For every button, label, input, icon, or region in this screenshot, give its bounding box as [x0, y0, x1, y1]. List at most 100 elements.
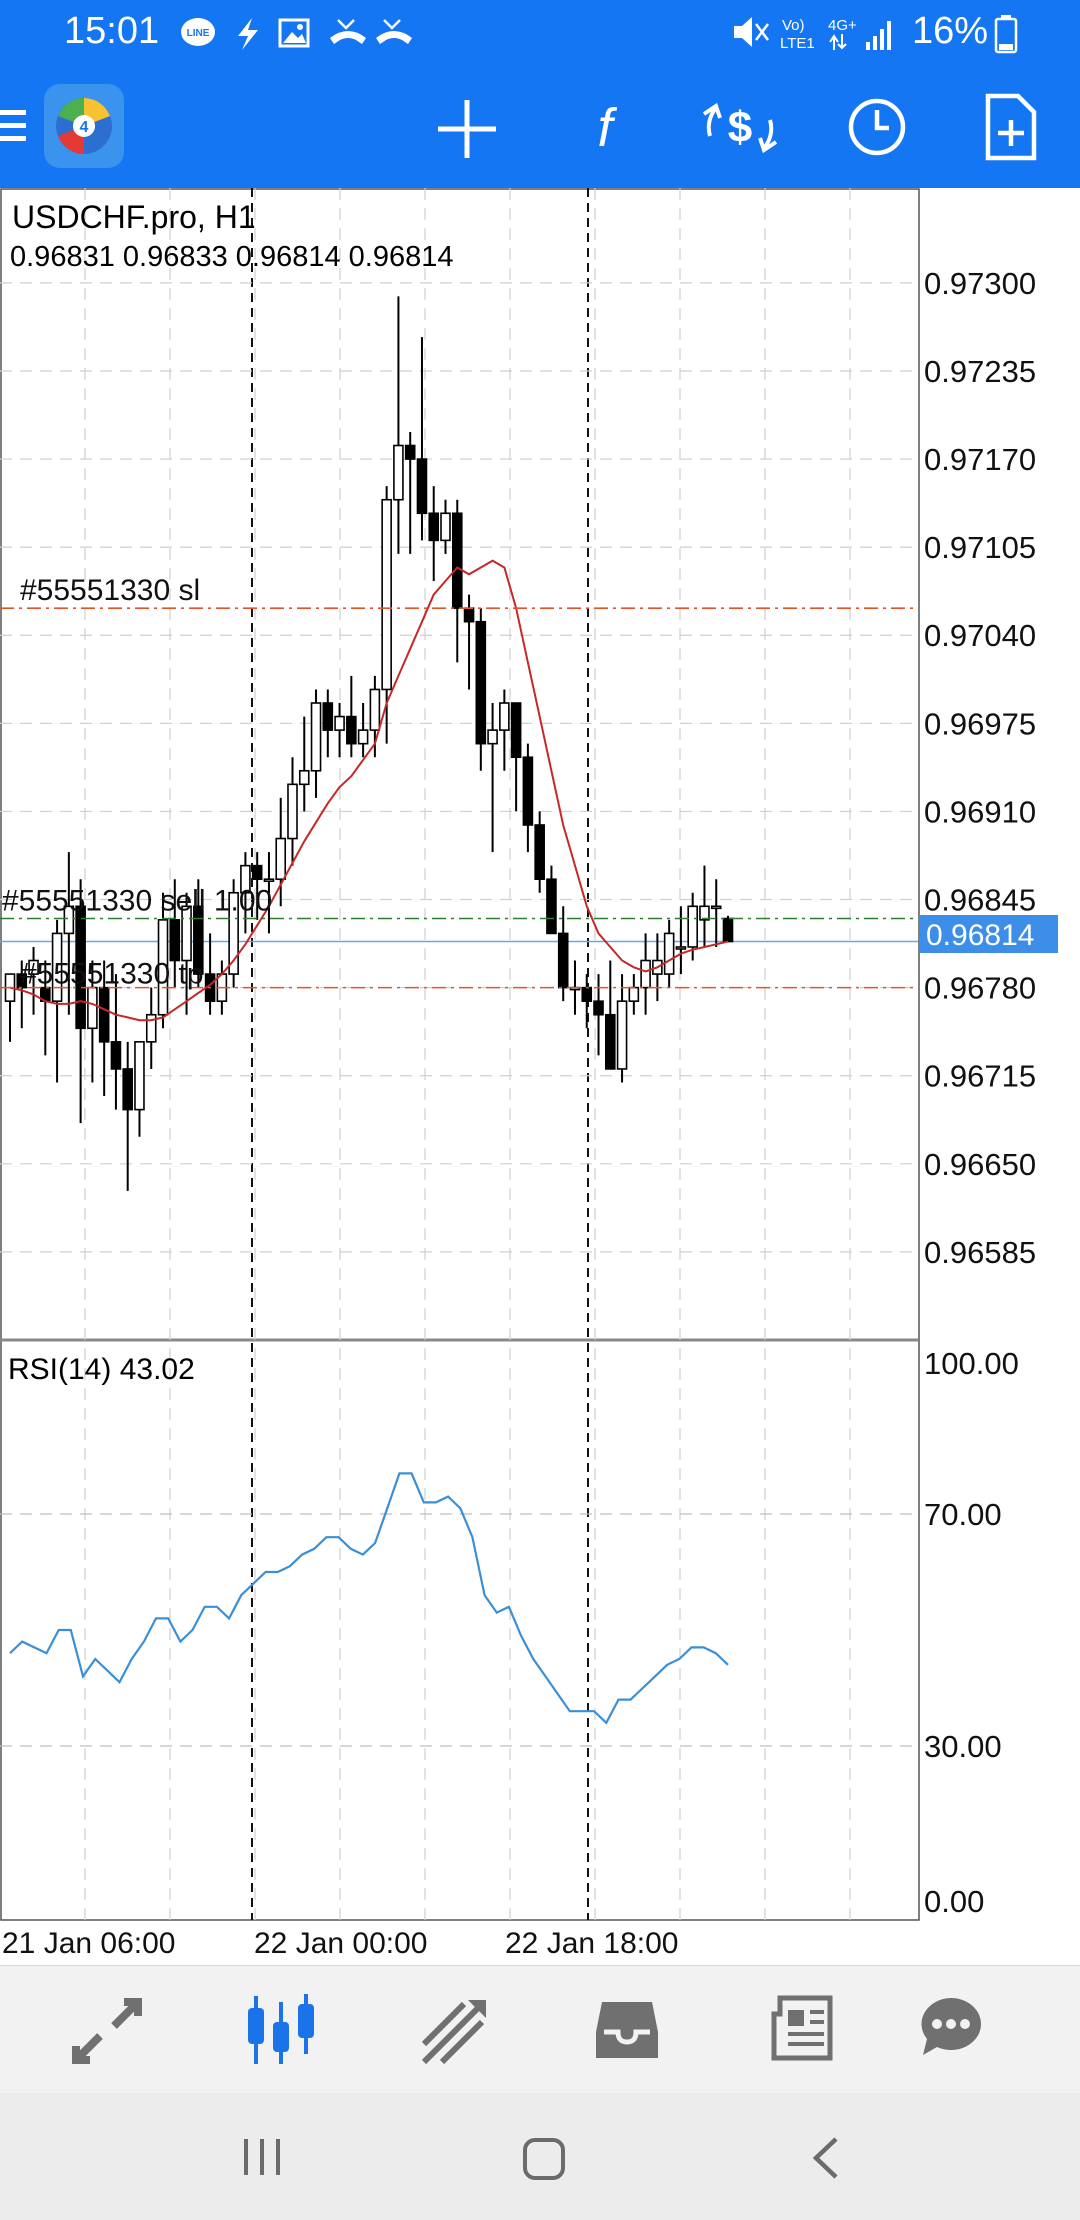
candle: [204, 933, 216, 1015]
missed-call-icon: [376, 19, 412, 44]
candle: [181, 892, 192, 1015]
app-logo-icon[interactable]: 4: [44, 84, 124, 168]
chart-icon[interactable]: [244, 1992, 318, 2068]
quotes-icon[interactable]: [72, 1998, 142, 2064]
candle: [4, 973, 16, 1042]
network-4g-label: 4G+: [828, 17, 857, 34]
candle: [557, 906, 569, 1002]
price-tick-label: 0.96650: [924, 1147, 1036, 1182]
current-price-label: 0.96814: [926, 919, 1034, 952]
flash-icon: [238, 18, 258, 50]
notification-icons: LINE: [181, 18, 412, 50]
status-time: 15:01: [64, 10, 160, 52]
symbol-icon[interactable]: $: [700, 92, 780, 164]
bottom-navigation: [0, 1965, 1080, 2094]
candle: [145, 987, 157, 1069]
candle: [263, 852, 275, 934]
candle: [534, 811, 545, 893]
candle: [287, 757, 298, 866]
price-tick-label: 0.97300: [924, 266, 1036, 301]
candles: [4, 296, 734, 1191]
history-icon[interactable]: [594, 1996, 660, 2062]
symbol-label: USDCHF.pro, H1: [12, 199, 256, 235]
price-tick-label: 0.96585: [924, 1235, 1036, 1270]
candle: [28, 946, 39, 1015]
chart-canvas[interactable]: #55551330 sl #55551330 sell 1.00 #55551330…: [0, 188, 1080, 1965]
back-icon[interactable]: [810, 2135, 840, 2181]
chat-icon[interactable]: [918, 1994, 984, 2060]
order-label[interactable]: #55551330 tp: [20, 958, 204, 991]
volte-label: Vo): [782, 17, 805, 34]
candle: [169, 879, 181, 988]
rsi-tick-label: 70.00: [924, 1497, 1002, 1532]
battery-icon: [994, 15, 1018, 54]
menu-icon[interactable]: [0, 106, 30, 146]
status-right-icons: Vo) LTE1 4G+: [734, 17, 891, 52]
time-axis: 21 Jan 06:00 22 Jan 00:00 22 Jan 18:00: [2, 1927, 678, 1960]
candle: [581, 974, 593, 1029]
price-axis: 0.97300 0.97235 0.97170 0.97105 0.97040 0.969…: [924, 266, 1036, 1270]
recent-apps-icon[interactable]: [242, 2137, 282, 2177]
candle: [346, 675, 357, 758]
time-tick-label: 22 Jan 00:00: [254, 1927, 427, 1960]
candle: [499, 689, 510, 771]
moving-average-line: [9, 559, 729, 1022]
svg-text:LINE: LINE: [187, 28, 210, 39]
candle: [710, 879, 722, 947]
candle: [110, 974, 122, 1110]
indicators-icon[interactable]: f: [580, 94, 630, 160]
rsi-line: [9, 1472, 729, 1725]
svg-text:4: 4: [80, 119, 89, 136]
price-tick-label: 0.96715: [924, 1059, 1036, 1094]
candle: [487, 703, 498, 853]
candle: [357, 703, 369, 758]
candle: [416, 337, 428, 541]
price-tick-label: 0.97235: [924, 354, 1036, 389]
candle: [157, 892, 169, 1029]
order-label[interactable]: #55551330 sl: [20, 574, 200, 607]
timeframe-icon[interactable]: [846, 96, 908, 158]
battery-percent: 16%: [912, 10, 989, 52]
rsi-tick-label: 30.00: [924, 1729, 1002, 1764]
rsi-axis: 100.00 70.00 30.00 0.00: [924, 1346, 1019, 1919]
candle: [475, 608, 487, 771]
signal-icon: [866, 21, 891, 50]
candle: [440, 499, 451, 554]
candle: [522, 743, 534, 853]
candle: [616, 974, 628, 1083]
rsi-tick-label: 100.00: [924, 1346, 1019, 1381]
svg-text:f: f: [597, 98, 617, 158]
status-bar: 15:01 LINE Vo) LTE1 4G+ 16%: [0, 0, 1080, 64]
price-tick-label: 0.96910: [924, 794, 1036, 829]
candle: [240, 852, 251, 934]
candle: [510, 702, 522, 812]
candle: [51, 919, 63, 1083]
candle: [604, 960, 616, 1070]
news-icon[interactable]: [766, 1994, 834, 2064]
crosshair-icon[interactable]: [436, 98, 498, 160]
candle: [699, 865, 710, 947]
candle: [640, 933, 651, 1015]
svg-text:$: $: [728, 103, 752, 152]
price-tick-label: 0.97040: [924, 618, 1036, 653]
current-price-tag: [920, 915, 1058, 953]
home-icon[interactable]: [522, 2137, 566, 2181]
candle: [722, 915, 734, 943]
candle: [122, 1041, 134, 1191]
lte-label: LTE1: [780, 35, 815, 52]
candle: [134, 1041, 145, 1137]
candle: [428, 486, 440, 582]
chart-area[interactable]: #55551330 sl #55551330 sell 1.00 #55551330…: [0, 188, 1080, 1965]
new-order-icon[interactable]: [984, 92, 1038, 162]
candle: [251, 852, 263, 920]
order-label[interactable]: #55551330 sell 1.00: [2, 885, 272, 918]
candle: [663, 919, 675, 988]
price-tick-label: 0.96780: [924, 971, 1036, 1006]
order-lines: #55551330 sl #55551330 sell 1.00 #55551330…: [0, 574, 918, 991]
trade-icon[interactable]: [420, 1996, 490, 2066]
price-tick-label: 0.97105: [924, 530, 1036, 565]
time-tick-label: 22 Jan 18:00: [505, 1927, 678, 1960]
mute-icon: [734, 17, 769, 47]
system-navigation: [0, 2093, 1080, 2220]
line-app-icon: LINE: [181, 18, 215, 46]
